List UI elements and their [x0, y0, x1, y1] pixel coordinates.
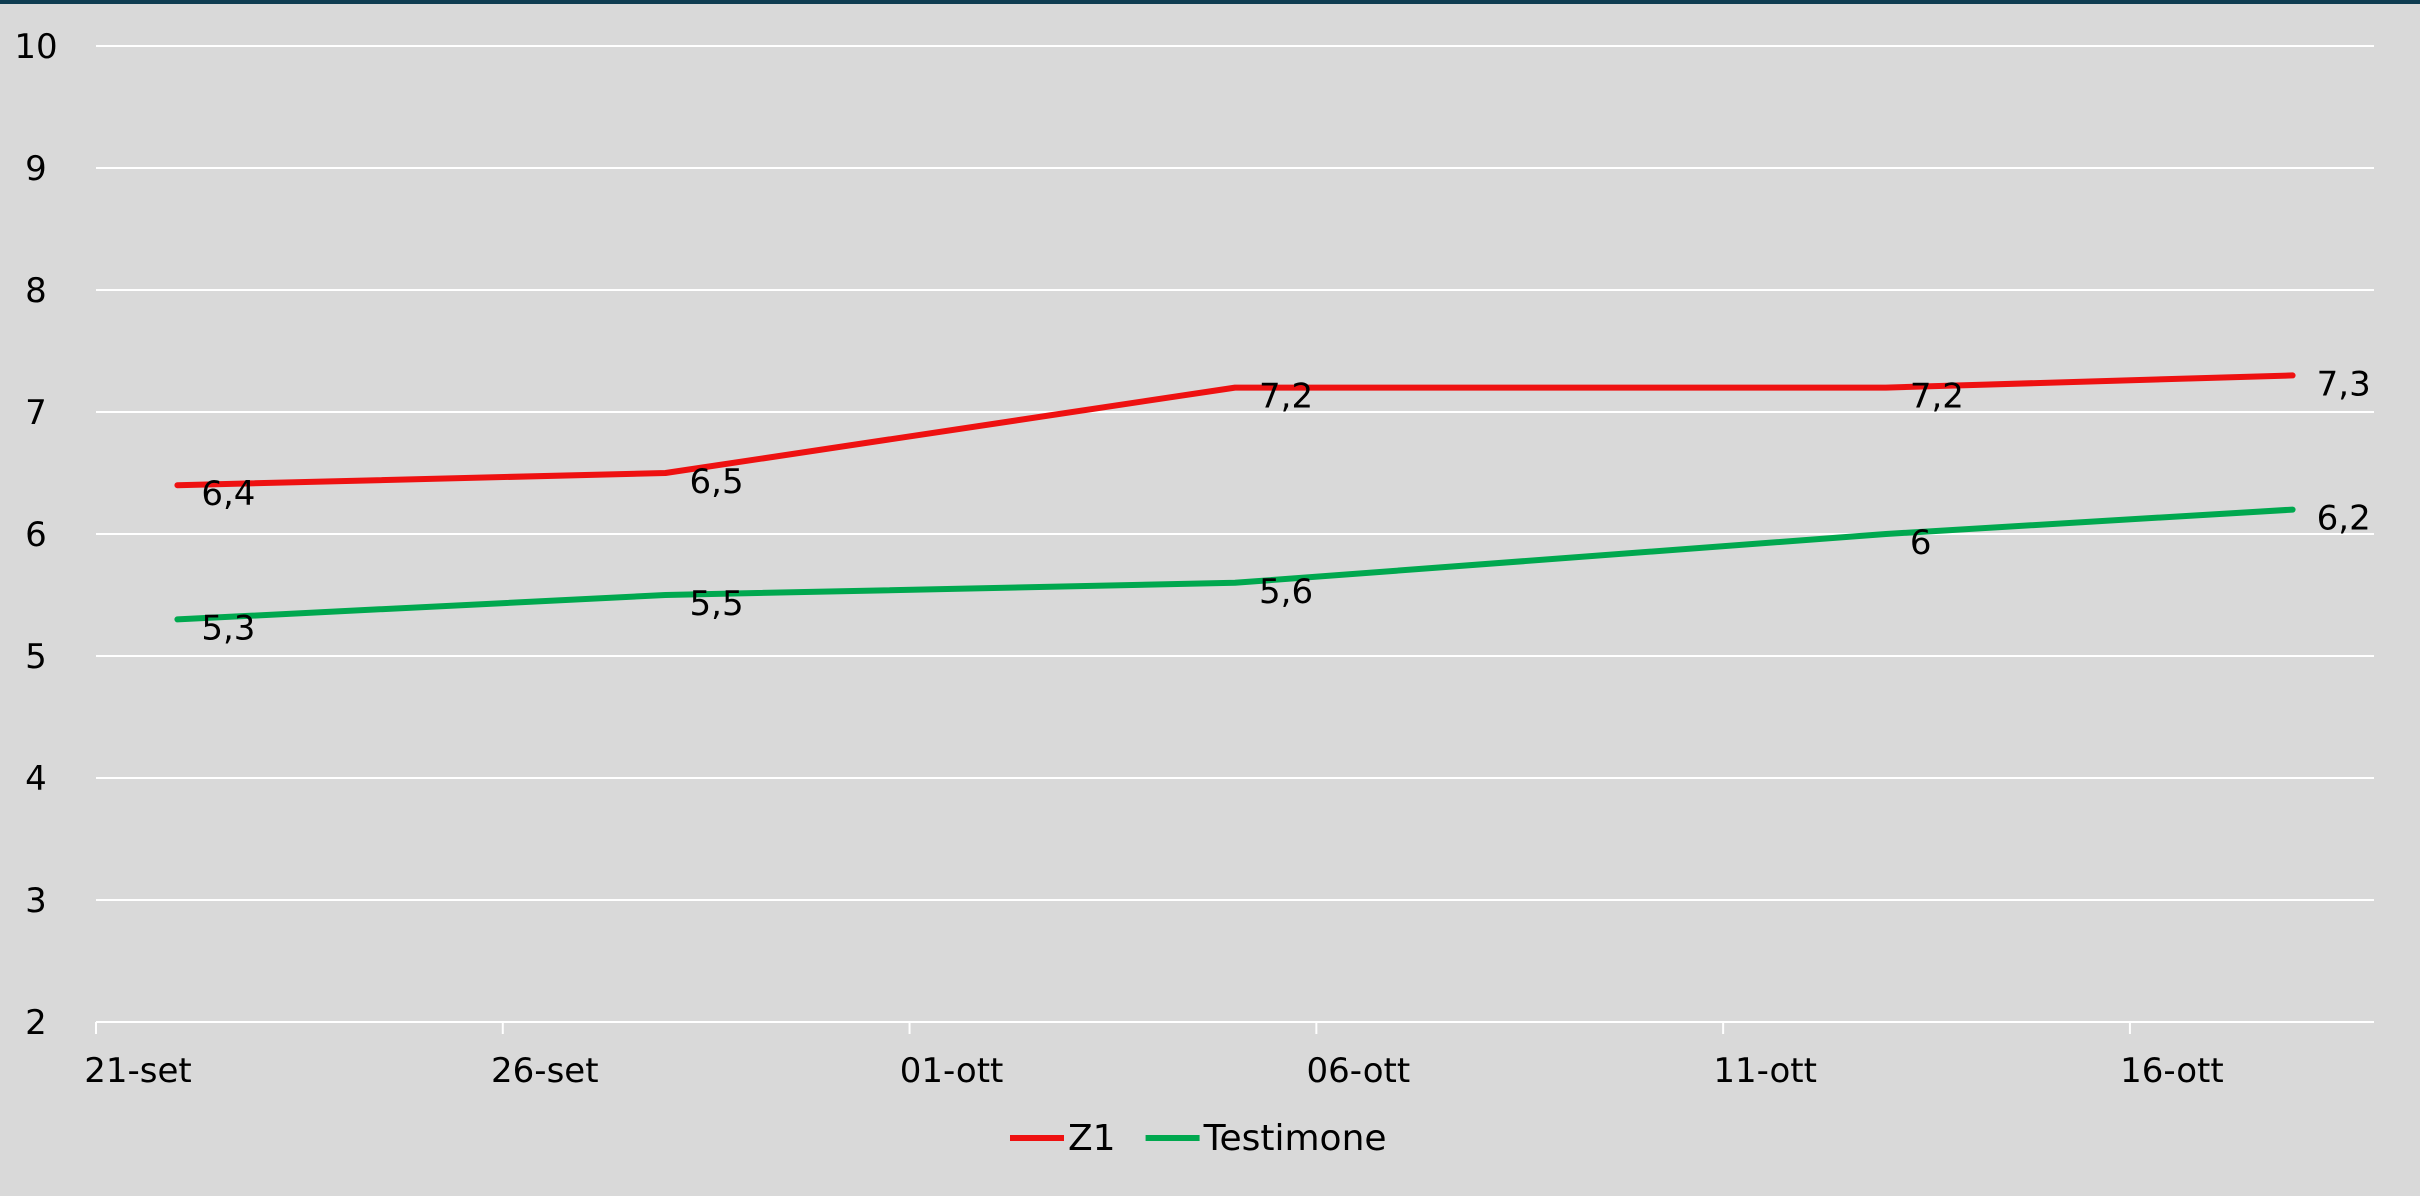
- x-tick-label: 01-ott: [900, 1051, 1004, 1091]
- legend: Z1 Testimone: [1010, 1118, 1387, 1159]
- legend-label: Z1: [1068, 1118, 1116, 1159]
- y-tick-label: 5: [25, 637, 47, 677]
- data-label: 6,4: [201, 474, 255, 514]
- data-label: 6,5: [690, 462, 744, 502]
- y-tick-label: 10: [14, 27, 57, 67]
- y-tick-label: 8: [25, 271, 47, 311]
- line-chart: 2 3 4 5 6 7 8 9 10 21-set 26-set 01-ott 06-ott 11-ott…: [14, 27, 2374, 1159]
- y-tick-label: 9: [25, 149, 47, 189]
- y-tick-label: 7: [25, 393, 47, 433]
- data-labels: 6,4 6,5 7,2 7,2 7,3 5,3 5,5 5,6 6 6,2: [201, 364, 2370, 648]
- data-label: 7,3: [2317, 364, 2371, 404]
- data-label: 5,5: [690, 584, 744, 624]
- x-tick-label: 06-ott: [1307, 1051, 1411, 1091]
- chart-area: 2 3 4 5 6 7 8 9 10 21-set 26-set 01-ott 06-ott 11-ott…: [0, 4, 2420, 1196]
- data-label: 5,3: [201, 608, 255, 648]
- axes: 2 3 4 5 6 7 8 9 10 21-set 26-set 01-ott 06-ott 11-ott…: [14, 27, 2374, 1091]
- data-label: 6,2: [2317, 499, 2371, 539]
- x-tick-label: 21-set: [84, 1051, 192, 1091]
- data-label: 5,6: [1259, 572, 1313, 612]
- gridlines: [96, 45, 2374, 901]
- y-tick-label: 6: [25, 515, 47, 555]
- x-tick-label: 26-set: [491, 1051, 599, 1091]
- legend-label: Testimone: [1203, 1118, 1387, 1159]
- series-line-z1: [174, 372, 2296, 489]
- data-label: 6: [1910, 523, 1932, 563]
- y-tick-label: 3: [25, 881, 47, 921]
- data-label: 7,2: [1910, 377, 1964, 417]
- y-tick-label: 4: [25, 759, 47, 799]
- series-line-testimone: [174, 506, 2296, 623]
- x-tick-label: 11-ott: [1713, 1051, 1817, 1091]
- y-tick-label: 2: [25, 1003, 47, 1043]
- x-tick-label: 16-ott: [2120, 1051, 2224, 1091]
- data-label: 7,2: [1259, 377, 1313, 417]
- series-lines: [174, 372, 2296, 623]
